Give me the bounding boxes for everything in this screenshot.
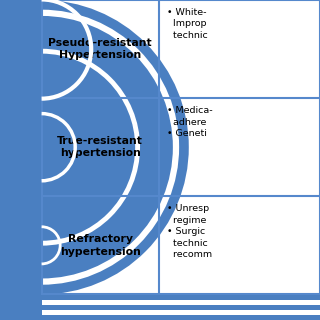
Text: • Medica-
  adhere
• Geneti: • Medica- adhere • Geneti: [166, 106, 212, 138]
Bar: [42, 98, 320, 196]
Bar: [42, 305, 320, 310]
Bar: [42, 310, 320, 315]
Wedge shape: [42, 0, 189, 294]
Bar: [42, 300, 320, 305]
Text: Pseudo-resistant
Hypertension: Pseudo-resistant Hypertension: [48, 38, 152, 60]
Bar: [42, 196, 320, 294]
Text: • Unresp
  regime
• Surgic
  techniс
  recomm: • Unresp regime • Surgic techniс recomm: [166, 204, 212, 259]
Bar: [42, 294, 320, 300]
Text: • White-
  Improp
  techniс: • White- Improp techniс: [166, 8, 207, 40]
Bar: [42, 315, 320, 320]
Bar: [42, 0, 320, 98]
Text: True-resistant
hypertension: True-resistant hypertension: [57, 136, 143, 158]
Text: Refractory
hypertension: Refractory hypertension: [60, 234, 140, 257]
